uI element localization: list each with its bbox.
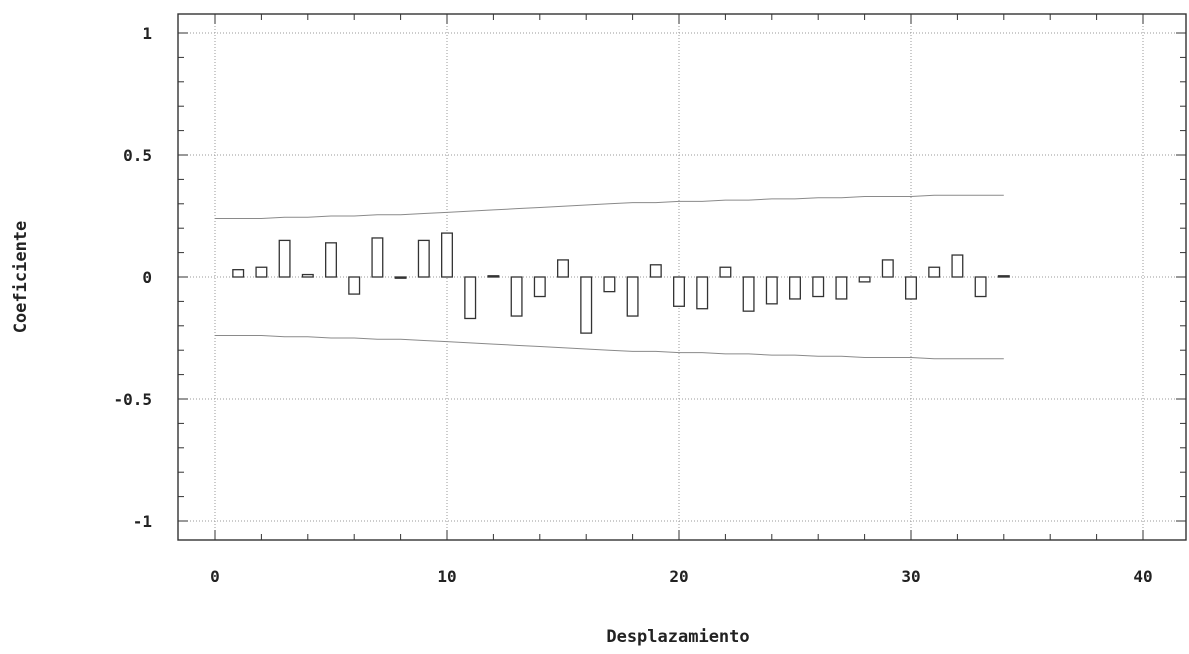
x-tick-label: 20 bbox=[669, 567, 688, 586]
bar-lag-33 bbox=[974, 276, 987, 298]
bar-lag-18 bbox=[626, 276, 639, 317]
bar-lag-25 bbox=[789, 276, 801, 300]
confidence-limit-lower bbox=[215, 335, 1004, 360]
bar-lag-13 bbox=[510, 276, 523, 317]
bar-lag-7 bbox=[371, 237, 384, 278]
bar-lag-3 bbox=[278, 239, 291, 278]
bar-lag-19 bbox=[649, 264, 662, 278]
y-tick-label: 0.5 bbox=[123, 146, 152, 165]
bar-lag-12 bbox=[487, 275, 500, 278]
y-tick-label: -0.5 bbox=[113, 390, 152, 409]
bar-lag-17 bbox=[603, 276, 616, 293]
bar-lag-24 bbox=[765, 276, 778, 305]
confidence-limit-upper bbox=[215, 194, 1004, 219]
x-tick-label: 40 bbox=[1133, 567, 1152, 586]
bar-lag-29 bbox=[881, 259, 894, 278]
x-tick-label: 10 bbox=[437, 567, 456, 586]
bar-lag-34 bbox=[997, 275, 1010, 278]
bar-lag-5 bbox=[325, 242, 337, 278]
y-axis-title: Coeficiente bbox=[11, 221, 31, 334]
bar-lag-1 bbox=[232, 269, 245, 278]
x-tick-label: 30 bbox=[901, 567, 920, 586]
bar-lag-22 bbox=[719, 266, 732, 278]
confidence-band-layer bbox=[215, 194, 1004, 360]
bar-lag-23 bbox=[742, 276, 755, 312]
bar-lag-28 bbox=[858, 276, 871, 283]
bar-layer bbox=[232, 232, 1010, 334]
bar-lag-20 bbox=[673, 276, 685, 307]
bar-lag-9 bbox=[417, 239, 430, 278]
x-tick-label: 0 bbox=[210, 567, 220, 586]
bar-lag-27 bbox=[835, 276, 848, 300]
bar-lag-8 bbox=[394, 276, 407, 279]
y-tick-label: -1 bbox=[133, 512, 152, 531]
bar-lag-16 bbox=[580, 276, 593, 334]
bar-lag-21 bbox=[696, 276, 709, 310]
bar-lag-32 bbox=[951, 254, 964, 278]
y-tick-label: 1 bbox=[142, 24, 152, 43]
y-tick-label: 0 bbox=[142, 268, 152, 287]
bar-lag-6 bbox=[348, 276, 361, 295]
bar-lag-30 bbox=[905, 276, 917, 300]
bar-lag-4 bbox=[301, 273, 314, 278]
x-axis-title: Desplazamiento bbox=[606, 627, 749, 647]
bar-lag-2 bbox=[255, 266, 268, 278]
tick-layer bbox=[178, 14, 1186, 540]
tick-label-layer: 1 0.5 0 -0.5 -1 0 10 20 30 40 bbox=[113, 24, 1152, 586]
bar-lag-11 bbox=[464, 276, 477, 320]
bar-lag-10 bbox=[441, 232, 453, 278]
bar-lag-26 bbox=[812, 276, 825, 298]
bar-lag-14 bbox=[533, 276, 546, 298]
bar-lag-15 bbox=[557, 259, 569, 278]
bar-lag-31 bbox=[928, 266, 941, 278]
